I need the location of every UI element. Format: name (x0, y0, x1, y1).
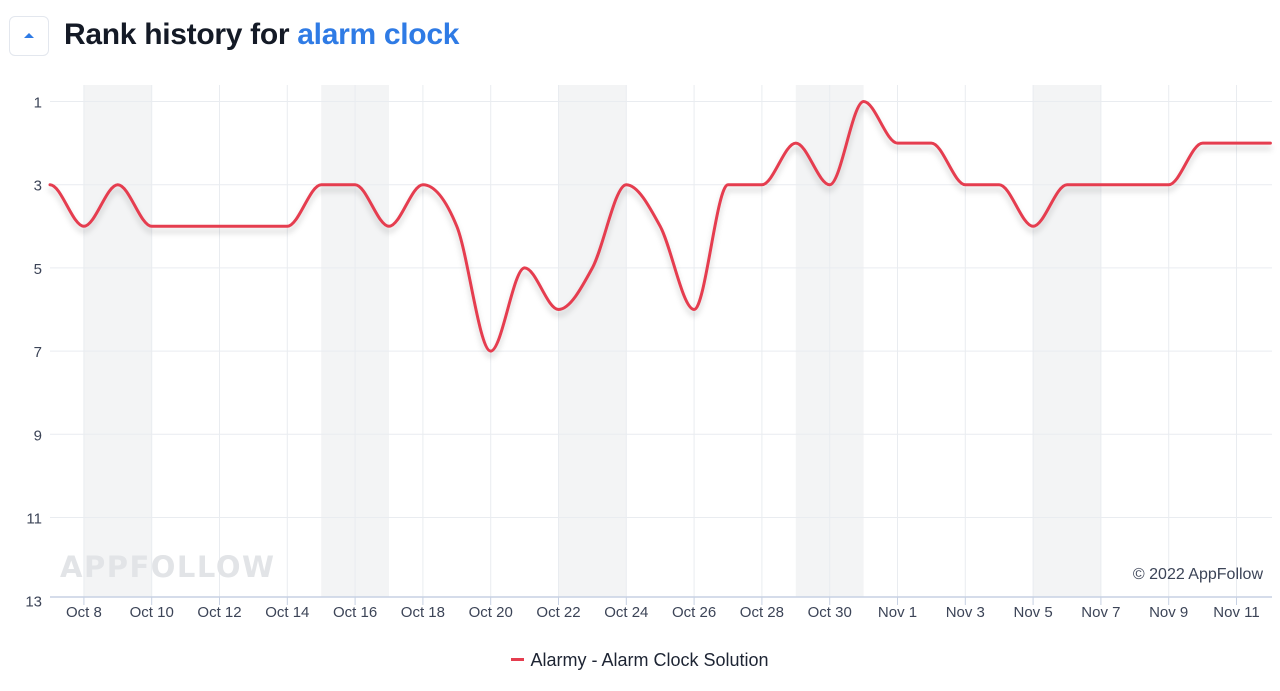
x-tick-label: Nov 5 (1014, 604, 1053, 621)
weekend-band (1033, 85, 1101, 597)
chart-header: Rank history for alarm clock (0, 0, 1280, 70)
x-tick-label: Nov 9 (1149, 604, 1188, 621)
weekend-band (83, 85, 152, 597)
legend-label: Alarmy - Alarm Clock Solution (530, 650, 769, 670)
title-prefix: Rank history for (64, 18, 290, 51)
y-tick-label: 11 (26, 511, 42, 528)
y-tick-label: 5 (34, 261, 42, 278)
chart-legend[interactable]: Alarmy - Alarm Clock Solution (0, 650, 1280, 671)
x-tick-label: Nov 3 (946, 604, 985, 621)
legend-swatch (511, 657, 525, 661)
copyright-text: © 2022 AppFollow (1133, 566, 1264, 583)
y-tick-label: 9 (34, 427, 42, 444)
x-tick-label: Nov 11 (1213, 604, 1259, 621)
y-tick-label: 3 (34, 178, 42, 195)
x-tick-label: Oct 10 (130, 604, 174, 621)
collapse-button[interactable] (9, 16, 49, 56)
x-tick-label: Oct 8 (66, 604, 102, 621)
x-tick-label: Oct 16 (333, 604, 377, 621)
x-tick-label: Oct 30 (808, 604, 852, 621)
x-tick-label: Oct 12 (197, 604, 241, 621)
watermark-text: APPFOLLOW (60, 550, 275, 584)
y-tick-label: 7 (34, 344, 42, 361)
x-tick-label: Nov 1 (878, 604, 917, 621)
y-tick-label: 13 (25, 594, 42, 611)
x-tick-label: Oct 18 (401, 604, 445, 621)
x-tick-label: Oct 22 (536, 604, 580, 621)
x-tick-label: Nov 7 (1081, 604, 1120, 621)
x-tick-label: Oct 14 (265, 604, 309, 621)
x-tick-label: Oct 28 (740, 604, 784, 621)
x-tick-label: Oct 26 (672, 604, 716, 621)
weekend-band (558, 85, 627, 597)
series-line-alarmy (48, 100, 1272, 353)
x-tick-label: Oct 20 (469, 604, 513, 621)
keyword-link[interactable]: alarm clock (297, 18, 460, 51)
x-tick-label: Oct 24 (604, 604, 648, 621)
y-tick-label: 1 (34, 95, 42, 112)
caret-up-icon (24, 33, 34, 38)
chart-title: Rank history for alarm clock (64, 18, 459, 52)
